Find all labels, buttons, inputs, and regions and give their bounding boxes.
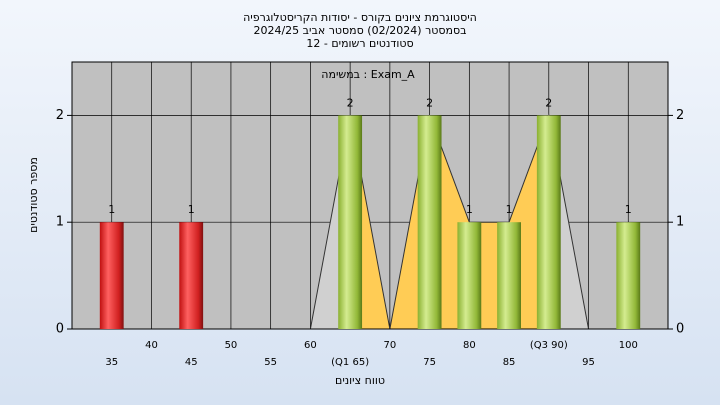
x-tick-label: 60 [304,340,317,351]
chart-subtitle: סטודנטים רשומים - 12 [306,37,413,50]
value-label: 1 [466,203,473,216]
x-tick-label: 45 [185,357,198,368]
bar [536,115,561,330]
y-tick-label: 2 [56,108,64,123]
y-tick-label: 1 [56,215,64,230]
bar [179,222,204,329]
value-label: 2 [545,96,552,109]
y-axis-label: מספר סטודנטים [27,157,40,233]
y-tick-label: 0 [56,322,64,337]
bar [457,222,482,329]
x-tick-label: 95 [582,357,595,368]
bar [616,222,641,329]
annotation: במשימה : Exam_A [321,68,415,81]
bar [417,115,442,330]
value-label: 2 [347,96,354,109]
x-tick-label: 80 [463,340,476,351]
bar [497,222,521,329]
chart-subtitle: בסמסטר (02/2024) סמסטר אביב 2024/25 [253,24,466,37]
x-tick-label: 40 [145,340,158,351]
x-axis-label: טווח ציונים [335,374,385,387]
x-tick-label: 35 [105,357,118,368]
y2-tick-label: 2 [676,108,684,123]
x-tick-label: 55 [264,357,277,368]
x-tick-label: 75 [423,357,436,368]
x-tick-label: 50 [225,340,238,351]
value-label: 1 [506,203,513,216]
bar [99,222,124,329]
value-label: 1 [625,203,632,216]
y2-tick-label: 0 [676,322,684,337]
y2-tick-label: 1 [676,215,684,230]
x-tick-label: 70 [383,340,396,351]
chart-title: היסטוגרמת ציונים בקורס - יסודות הקריסטלו… [243,11,477,24]
x-tick-label: 100 [619,340,638,351]
value-label: 1 [108,203,115,216]
plot-layer: 0 1 2 0 1 2 35 40 45 50 55 60 (Q1 65) 70 75 80 85 (Q3 90)… [56,61,684,368]
plot-frame [71,61,669,330]
bar [338,115,363,330]
value-label: 2 [426,96,433,109]
x-tick-label: (Q1 65) [331,357,369,368]
value-label: 1 [188,203,195,216]
x-tick-label: 85 [503,357,516,368]
x-tick-label: (Q3 90) [530,340,568,351]
